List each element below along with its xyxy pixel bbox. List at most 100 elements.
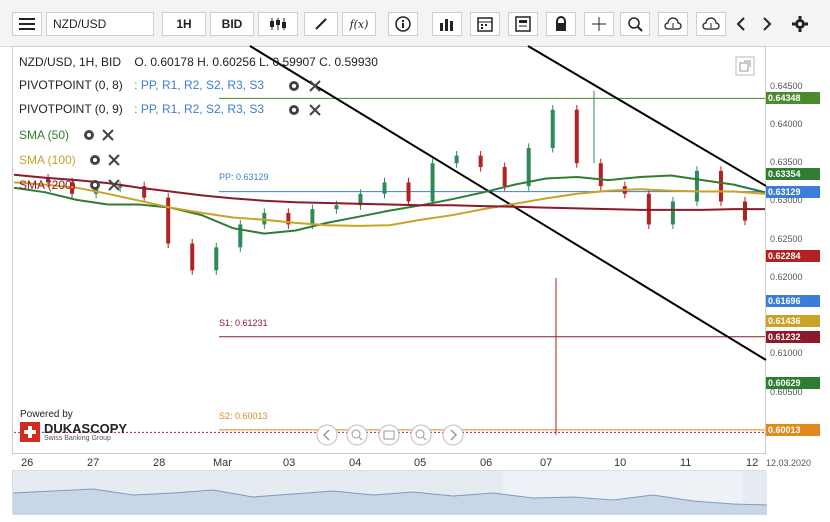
gear-icon[interactable] [289, 81, 299, 91]
candle-body [118, 186, 123, 188]
candle-body [454, 155, 459, 164]
indicator-label: SMA (200) [19, 178, 76, 192]
x-tick-label: 28 [153, 457, 166, 469]
menu-icon[interactable] [12, 12, 42, 36]
candle-body [382, 182, 387, 194]
trend-line [249, 45, 767, 361]
indicator-lines: : PP, R1, R2, S2, R3, S3 [134, 102, 264, 116]
ohlc-instrument: NZD/USD, 1H, BID [19, 55, 122, 69]
candle-body [238, 224, 243, 248]
y-tick-label: 0.62000 [770, 271, 803, 282]
x-tick-label: 26 [21, 457, 34, 469]
instrument-select[interactable]: NZD/USD [46, 12, 154, 36]
chevron-right-icon[interactable] [756, 12, 778, 36]
candle-body [286, 212, 291, 225]
indicator-sma50: SMA (50) [19, 128, 69, 142]
gear-icon[interactable] [289, 105, 299, 115]
powered-by: Powered by [20, 409, 73, 420]
indicator-label: SMA (100) [19, 153, 76, 167]
crosshair-icon[interactable] [584, 12, 614, 36]
indicator-sma200: SMA (200) [19, 178, 76, 192]
function-icon[interactable]: f(x) [342, 12, 376, 36]
price-badge: 0.63354 [766, 168, 820, 181]
candle-body [598, 163, 603, 187]
scroll-left-icon[interactable] [316, 424, 338, 446]
navigator-panel[interactable] [12, 470, 768, 515]
close-icon[interactable] [108, 154, 120, 166]
pivot9-controls [289, 104, 321, 116]
candle-body [214, 247, 219, 271]
sma-line [13, 174, 766, 235]
chart-nav-controls [316, 424, 464, 446]
candle-body [310, 209, 315, 225]
x-tick-label: 04 [349, 457, 362, 469]
y-tick-label: 0.60500 [770, 386, 803, 397]
indicator-pivot-8: PIVOTPOINT (0, 8) : PP, R1, R2, S2, R3, … [19, 78, 264, 92]
bar-chart-icon[interactable] [432, 12, 462, 36]
zoom-in-icon[interactable] [410, 424, 432, 446]
reset-view-icon[interactable] [378, 424, 400, 446]
candle-body [694, 170, 699, 202]
gear-icon[interactable] [90, 180, 100, 190]
y-tick-label: 0.64000 [770, 119, 803, 129]
x-tick-label: Mar [213, 457, 232, 469]
s2-label: S2: 0.60013 [219, 411, 268, 421]
ohlc-readout: NZD/USD, 1H, BID O. 0.60178 H. 0.60256 L… [19, 55, 378, 69]
indicator-pivot-9: PIVOTPOINT (0, 9) : PP, R1, R2, S2, R3, … [19, 102, 264, 116]
pivot8-controls [289, 80, 321, 92]
y-tick-label: 0.63500 [770, 157, 803, 168]
chevron-left-icon[interactable] [730, 12, 752, 36]
candle-body [502, 167, 507, 187]
sma50-controls [84, 129, 114, 141]
scroll-right-icon[interactable] [442, 424, 464, 446]
candle-body [550, 109, 555, 148]
price-badge: 0.60629 [766, 376, 820, 389]
price-badge: 0.61232 [766, 330, 820, 343]
popout-icon[interactable] [735, 56, 755, 76]
candle-body [262, 212, 267, 225]
sma200-controls [90, 179, 120, 191]
indicator-label: SMA (50) [19, 128, 70, 142]
chart-area[interactable] [12, 46, 766, 454]
indicator-lines: : PP, R1, R2, S2, R3, S3 [134, 78, 264, 92]
toolbar: NZD/USD 1H BID f(x) [0, 0, 830, 47]
sma-line [13, 173, 765, 211]
brand-name: DUKASCOPY [44, 421, 128, 436]
news-icon[interactable] [508, 12, 538, 36]
x-tick-label: 10 [614, 457, 627, 469]
sma100-controls [90, 154, 120, 166]
price-badge: 0.62284 [766, 250, 820, 263]
x-tick-label: 11 [680, 457, 692, 469]
close-icon[interactable] [309, 104, 321, 116]
close-icon[interactable] [108, 179, 120, 191]
close-icon[interactable] [309, 80, 321, 92]
swiss-cross-icon [20, 422, 40, 442]
brand-sub: Swiss Banking Group [44, 435, 111, 442]
y-tick-label: 0.62500 [770, 233, 803, 244]
zoom-out-icon[interactable] [346, 424, 368, 446]
ohlc-values: O. 0.60178 H. 0.60256 L. 0.59907 C. 0.59… [134, 55, 378, 69]
upload-cloud-icon[interactable] [658, 12, 688, 36]
y-tick-label: 0.63000 [770, 195, 803, 206]
side-select[interactable]: BID [210, 12, 254, 36]
settings-gear-icon[interactable] [788, 12, 812, 36]
price-badge: 0.61696 [766, 295, 820, 308]
period-select[interactable]: 1H [162, 12, 206, 36]
candle-body [358, 193, 363, 206]
lock-icon[interactable] [546, 12, 576, 36]
calendar-icon[interactable] [470, 12, 500, 36]
candles-icon[interactable] [258, 12, 298, 36]
download-cloud-icon[interactable] [696, 12, 726, 36]
draw-pencil-icon[interactable] [304, 12, 338, 36]
candle-body [718, 170, 723, 202]
info-icon[interactable] [388, 12, 418, 36]
y-tick-label: 0.61000 [770, 348, 803, 359]
x-tick-label: 05 [414, 457, 427, 469]
gear-icon[interactable] [90, 155, 100, 165]
x-tick-label: 12 [746, 457, 759, 469]
zoom-icon[interactable] [620, 12, 650, 36]
gear-icon[interactable] [84, 130, 94, 140]
close-icon[interactable] [102, 129, 114, 141]
candle-body [430, 163, 435, 202]
